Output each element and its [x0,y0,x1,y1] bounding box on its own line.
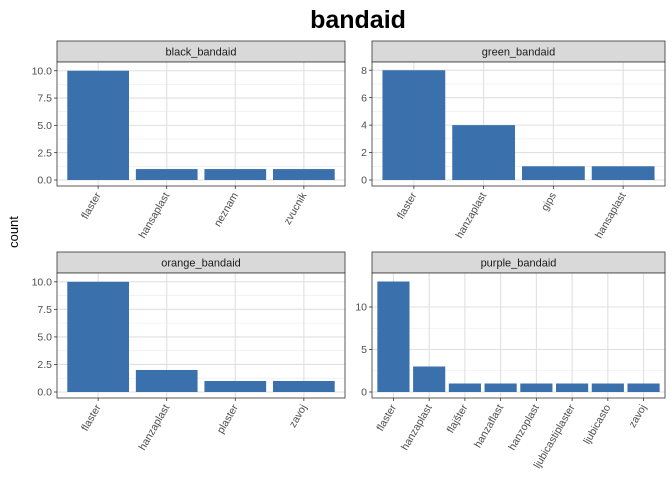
y-tick-label: 0 [361,387,367,399]
y-tick-label: 0 [361,175,367,187]
facet-strip-label: purple_bandaid [481,258,557,270]
bar-purple_bandaid-flajšter [448,383,481,392]
panel-border [371,272,666,399]
x-tick-label: hanzaflast [472,402,506,450]
bar-orange_bandaid-flaster [67,281,129,392]
facet-panel-green_bandaid: green_bandaid 0 2 4 6 8 flaster hanzaplast gips h… [361,40,666,240]
y-tick-label: 5.0 [37,332,52,344]
x-tick-label: hansaplast [137,190,173,240]
bar-green_bandaid-gips [521,166,585,180]
y-tick-label: 4 [361,120,367,132]
bar-green_bandaid-flaster [382,70,446,180]
y-tick-label: 10 [355,302,367,314]
facet-panel-black_bandaid: black_bandaid 0.0 2.5 5.0 7.5 10.0 flaster hans… [32,40,346,240]
y-tick-label: 10.0 [32,276,53,288]
x-tick-label: hanzaplast [453,190,489,240]
bar-purple_bandaid-flaster [377,281,410,392]
y-tick-label: 5.0 [37,120,52,132]
facet-panel-purple_bandaid: purple_bandaid 0 5 10 flaster hanzaplast flajš… [355,251,666,471]
bar-orange_bandaid-hanzaplast [135,369,198,392]
bar-black_bandaid-hansaplast [135,169,198,180]
bar-purple_bandaid-ljubicasto [591,383,624,392]
y-tick-label: 7.5 [37,304,52,316]
y-tick-label: 0.0 [37,387,52,399]
panel-border [56,272,346,399]
y-tick-label: 2.5 [37,147,52,159]
bar-black_bandaid-neznam [204,169,267,180]
bar-black_bandaid-flaster [67,70,129,180]
x-tick-label: flaster [79,190,104,221]
y-tick-label: 2.5 [37,359,52,371]
facet-strip-label: black_bandaid [166,47,237,59]
x-tick-label: zavoj [627,403,650,430]
x-tick-label: gips [539,191,559,214]
x-tick-label: hansaplast [593,190,629,240]
chart-title: bandaid [310,6,406,34]
panel-border [371,61,666,187]
x-tick-label: ljubicasto [581,402,613,446]
facet-panel-orange_bandaid: orange_bandaid 0.0 2.5 5.0 7.5 10.0 flaster han… [32,251,346,452]
y-tick-label: 0.0 [37,175,52,187]
panel-border [56,61,346,187]
x-tick-label: flaster [395,190,420,221]
bar-purple_bandaid-zavoj [627,383,660,392]
x-tick-label: hanzaplast [399,402,435,452]
x-tick-label: hanzaplast [137,402,173,452]
bar-green_bandaid-hanzaplast [452,125,516,180]
facet-strip-label: orange_bandaid [161,258,241,270]
bar-orange_bandaid-plaster [204,380,267,392]
x-tick-label: hanzoplast [506,402,542,452]
x-tick-label: zvucnik [282,190,310,227]
facet-strip-label: green_bandaid [482,47,555,59]
bar-purple_bandaid-hanzaplast [413,366,446,392]
x-tick-label: flaster [374,402,399,433]
facet-panels: black_bandaid 0.0 2.5 5.0 7.5 10.0 flaster hans… [32,40,666,471]
x-tick-label: zavoj [287,403,310,430]
x-tick-label: neznam [212,190,241,229]
x-tick-label: flajšter [445,402,471,435]
x-tick-label: plaster [215,402,241,436]
bar-purple_bandaid-hanzaflast [484,383,517,392]
y-axis-label: count [6,216,21,248]
y-tick-label: 6 [361,92,367,104]
bar-orange_bandaid-zavoj [273,380,335,392]
y-tick-label: 7.5 [37,93,52,105]
bar-black_bandaid-zvucnik [273,169,335,180]
y-tick-label: 2 [361,147,367,159]
bar-green_bandaid-hansaplast [591,166,655,180]
y-tick-label: 10.0 [32,65,53,77]
x-tick-label: flaster [79,402,104,433]
y-tick-label: 5 [361,344,367,356]
bar-purple_bandaid-hanzoplast [520,383,553,392]
bar-purple_bandaid-ljubicastiplaster [556,383,589,392]
y-tick-label: 8 [361,65,367,77]
